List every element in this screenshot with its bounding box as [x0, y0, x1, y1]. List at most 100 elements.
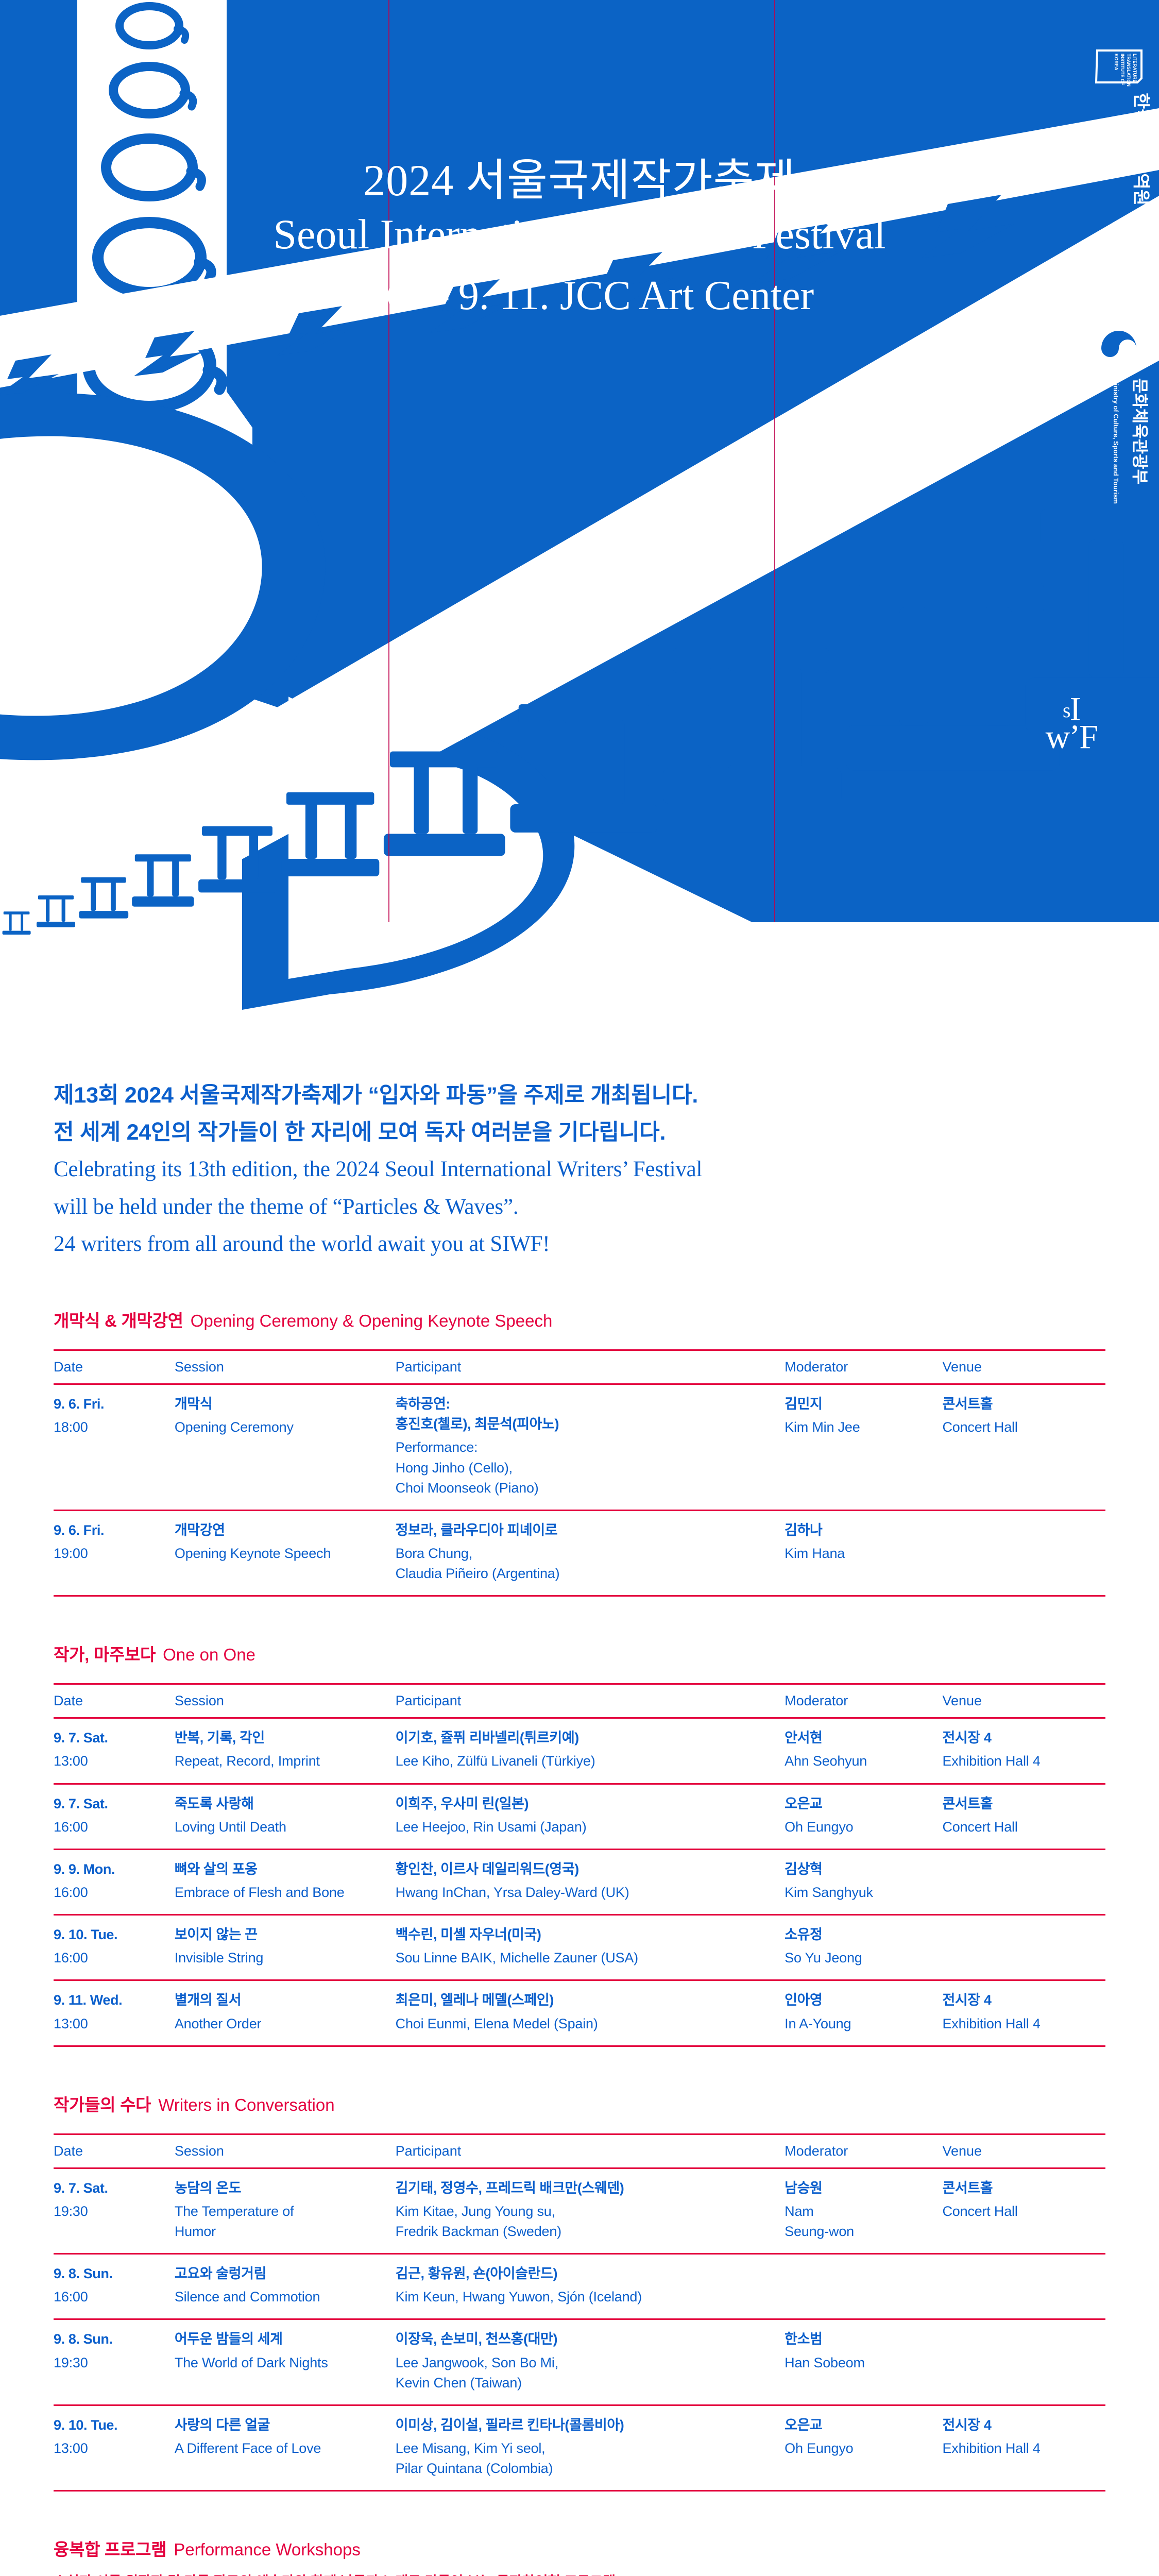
section-performance-workshops: 융복합 프로그램 Performance Workshops 소설과 시를 원작자… — [54, 2536, 1105, 2576]
cell-venue: 전시장 4 Exhibition Hall 4 — [942, 1718, 1105, 1784]
cell-session-ko: 개막식 — [174, 1396, 213, 1412]
cell-session: 사랑의 다른 얼굴 A Different Face of Love — [174, 2404, 396, 2491]
cell-session-ko: 별개의 질서 — [174, 1992, 242, 2008]
cell-participant: 정보라, 클라우디아 피녜이로 Bora Chung, Claudia Piñeir… — [395, 1509, 785, 1596]
page-content: 제13회 2024 서울국제작가축제가 “입자와 파동”을 주제로 개최됩니다.… — [0, 1010, 1159, 2576]
col-session: Session — [174, 1683, 396, 1719]
cell-venue: 콘서트홀 Concert Hall — [942, 1384, 1105, 1511]
intro-line-3: Celebrating its 13th edition, the 2024 S… — [54, 1157, 703, 1182]
col-moderator: Moderator — [785, 2133, 943, 2169]
cell-moderator: 김하나 Kim Hana — [785, 1509, 943, 1596]
cell-date-en: 16:00 — [54, 1950, 88, 1966]
cell-session-en: Humor — [174, 2223, 216, 2239]
one-on-one-table: Date Session Participant Moderator Venue 9. 7… — [54, 1683, 1105, 2047]
cell-moderator-ko: 김상혁 — [785, 1861, 823, 1877]
cell-participant-ko: 김기태, 정영수, 프레드릭 배크만(스웨덴) — [395, 2180, 624, 2196]
cell-moderator-en: Kim Sanghyuk — [785, 1885, 873, 1900]
cell-participant: 최은미, 엘레나 메델(스페인) Choi Eunmi, Elena Medel … — [395, 1979, 785, 2046]
cell-date: 9. 7. Sat. 16:00 — [54, 1783, 175, 1850]
col-participant: Participant — [395, 2133, 785, 2169]
table-row: 9. 10. Tue. 13:00 사랑의 다른 얼굴 A Different Fac… — [54, 2404, 1105, 2491]
cell-venue-en: Concert Hall — [942, 2203, 1018, 2219]
cell-participant-ko: 최은미, 엘레나 메델(스페인) — [395, 1992, 554, 2008]
table-header-row: Date Session Participant Moderator Venue — [54, 1683, 1105, 1719]
col-session: Session — [174, 1349, 396, 1385]
cell-participant-en: Fredrik Backman (Sweden) — [395, 2223, 562, 2239]
workshops-heading-en: Performance Workshops — [174, 2540, 361, 2560]
opening-heading-en: Opening Ceremony & Opening Keynote Speec… — [190, 1311, 553, 1331]
layout-guide-left — [388, 0, 389, 922]
cell-session-ko: 농담의 온도 — [174, 2180, 242, 2196]
cell-session: 반복, 기록, 각인 Repeat, Record, Imprint — [175, 1718, 396, 1784]
cell-venue-en: Exhibition Hall 4 — [942, 2015, 1041, 2031]
cell-venue-en: Concert Hall — [942, 1419, 1018, 1435]
cell-date-ko: 9. 7. Sat. — [54, 2180, 108, 2196]
cell-participant-en: Kevin Chen (Taiwan) — [395, 2375, 522, 2391]
cell-venue-en: Exhibition Hall 4 — [942, 2440, 1041, 2456]
workshops-heading-ko: 융복합 프로그램 — [54, 2540, 167, 2560]
cell-participant: 백수린, 미셸 자우너(미국) Sou Linne BAIK, Michelle … — [395, 1914, 785, 1980]
table-header-row: Date Session Participant Moderator Venue — [54, 2133, 1105, 2169]
cell-session-ko: 반복, 기록, 각인 — [174, 1730, 265, 1746]
cell-session-en: Embrace of Flesh and Bone — [174, 1885, 345, 1900]
cell-participant-en: Choi Eunmi, Elena Medel (Spain) — [395, 2015, 598, 2031]
svg-text:KOREA: KOREA — [1114, 54, 1119, 71]
cell-participant-en: Lee Jangwook, Son Bo Mi, — [395, 2354, 559, 2370]
writers-conversation-table: Date Session Participant Moderator Venue 9. 7… — [54, 2133, 1105, 2492]
cell-venue-en: Concert Hall — [942, 1819, 1018, 1835]
cell-session-ko: 사랑의 다른 얼굴 — [174, 2417, 270, 2433]
svg-text:문화체육관광부: 문화체육관광부 — [1131, 378, 1149, 484]
cell-session: 개막식 Opening Ceremony — [175, 1384, 396, 1511]
col-moderator: Moderator — [785, 1349, 943, 1385]
cell-moderator-en: Oh Eungyo — [785, 1819, 854, 1835]
cell-session-en: Another Order — [174, 2015, 262, 2031]
cell-moderator-en: So Yu Jeong — [785, 1950, 862, 1966]
col-venue: Venue — [942, 2133, 1105, 2169]
cell-date: 9. 7. Sat. 19:30 — [54, 2168, 175, 2253]
cell-participant: 이희주, 우사미 린(일본) Lee Heejoo, Rin Usami (Jap… — [395, 1783, 785, 1850]
col-participant: Participant — [395, 1349, 785, 1385]
cell-participant-ko: 홍진호(첼로), 최문석(피아노) — [395, 1416, 559, 1432]
col-date: Date — [54, 1683, 175, 1719]
table-row: 9. 8. Sun. 19:30 어두운 밤들의 세계 The World of Da… — [54, 2318, 1105, 2405]
cell-moderator-ko: 오은교 — [785, 2417, 823, 2433]
cell-date-ko: 9. 8. Sun. — [54, 2266, 113, 2282]
cell-moderator: 남승원 Nam Seung-won — [785, 2168, 942, 2253]
section-one-on-one: 작가, 마주보다 One on One Date Session Participant… — [54, 1641, 1105, 2047]
table-bottom-rule — [54, 2490, 1105, 2492]
cell-session: 어두운 밤들의 세계 The World of Dark Nights — [174, 2318, 396, 2405]
writers-conversation-heading-en: Writers in Conversation — [158, 2095, 335, 2114]
cell-date-ko: 9. 11. Wed. — [54, 1992, 123, 2008]
poster-title-english: Seoul International Writers’ Festival — [273, 211, 886, 258]
cell-participant: 이기호, 쥴퓌 리바넬리(튀르키예) Lee Kiho, Zülfü Livane… — [396, 1718, 785, 1784]
col-venue: Venue — [942, 1349, 1105, 1385]
cell-venue-ko: 전시장 4 — [942, 1730, 992, 1746]
col-venue: Venue — [942, 1683, 1105, 1719]
cell-participant: 이미상, 김이설, 필라르 킨타나(콜롬비아) Lee Misang, Kim Y… — [395, 2404, 785, 2491]
cell-moderator-en: Nam — [785, 2203, 814, 2219]
table-bottom-rule — [54, 1595, 1105, 1598]
cell-moderator-ko: 안서현 — [785, 1730, 823, 1746]
siwf-logo: sI w’F — [1045, 690, 1098, 756]
cell-session-en: Loving Until Death — [174, 1819, 286, 1835]
workshops-heading: 융복합 프로그램 Performance Workshops — [54, 2536, 1105, 2561]
cell-session-en: Opening Keynote Speech — [174, 1546, 331, 1562]
cell-venue — [942, 2318, 1105, 2405]
cell-moderator-en: Han Sobeom — [785, 2354, 865, 2370]
cell-participant-ko: 황인찬, 이르사 데일리워드(영국) — [395, 1861, 580, 1877]
cell-moderator-ko: 오은교 — [785, 1795, 823, 1811]
poster-artwork — [0, 0, 1159, 1010]
intro-block: 제13회 2024 서울국제작가축제가 “입자와 파동”을 주제로 개최됩니다.… — [54, 1010, 1105, 1263]
cell-participant-ko: 이미상, 김이설, 필라르 킨타나(콜롬비아) — [395, 2417, 624, 2433]
layout-guide-right — [774, 0, 775, 922]
svg-text:LITERATURE: LITERATURE — [1132, 54, 1137, 82]
cell-moderator-en: Kim Hana — [785, 1546, 845, 1562]
svg-text:한국문학번역원: 한국문학번역원 — [1131, 93, 1150, 206]
intro-line-5: 24 writers from all around the world awa… — [54, 1231, 550, 1256]
cell-moderator-ko: 소유정 — [785, 1927, 823, 1943]
cell-moderator-ko: 인아영 — [785, 1992, 823, 2008]
cell-session-en: A Different Face of Love — [174, 2440, 321, 2456]
sponsor-logos: LITERATURE TRANSLATION INSTITUTE OF KORE… — [1088, 46, 1150, 520]
poster-title-korean: 2024 서울국제작가축제 — [363, 156, 796, 205]
cell-participant-ko: 이장욱, 손보미, 천쓰홍(대만) — [395, 2331, 558, 2347]
